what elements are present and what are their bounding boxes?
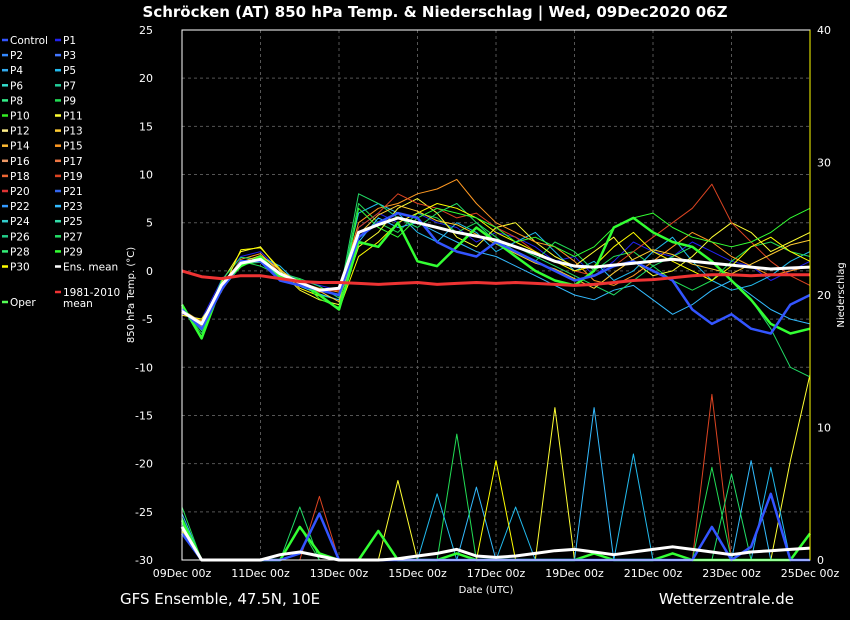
y2-axis-label: Niederschlag [836, 262, 847, 327]
legend-label: P27 [63, 231, 83, 243]
legend-label: P12 [10, 126, 30, 138]
x-tick-label: 13Dec 00z [310, 567, 369, 580]
x-tick-label: 11Dec 00z [231, 567, 290, 580]
legend-label: P5 [63, 65, 76, 77]
legend-label: P25 [63, 216, 83, 228]
y-tick-label: 5 [146, 217, 153, 230]
legend-label: P30 [10, 262, 30, 274]
legend-label: P18 [10, 171, 30, 183]
x-tick-label: 25Dec 00z [781, 567, 840, 580]
footer-source: GFS Ensemble, 47.5N, 10E [120, 590, 320, 608]
legend-label: P10 [10, 111, 30, 123]
legend-label: Oper [10, 297, 36, 309]
y-tick-label: -15 [135, 409, 153, 422]
legend-label: P24 [10, 216, 30, 228]
y-tick-label: 10 [139, 169, 153, 182]
y-tick-label: -5 [142, 313, 153, 326]
x-tick-label: 17Dec 00z [467, 567, 526, 580]
x-axis-label: Date (UTC) [459, 585, 514, 596]
temp-series-group [180, 178, 811, 378]
precip-series-line [180, 492, 810, 562]
y-tick-label: -20 [135, 458, 153, 471]
x-tick-label: 23Dec 00z [702, 567, 761, 580]
legend-label: P14 [10, 141, 30, 153]
legend-label: P19 [63, 171, 83, 183]
legend-label: Control [10, 35, 48, 47]
grid-lines [181, 29, 811, 561]
y-tick-label: -10 [135, 361, 153, 374]
x-tick-labels: 09Dec 00z 11Dec 00z 13Dec 00z 15Dec 00z 17De… [153, 567, 840, 580]
legend-label: P15 [63, 141, 83, 153]
legend-label: P6 [10, 80, 23, 92]
footer-site: Wetterzentrale.de [659, 590, 794, 608]
x-tick-label: 09Dec 00z [153, 567, 212, 580]
x-tick-label: 21Dec 00z [624, 567, 683, 580]
legend-label: P23 [63, 201, 83, 213]
y-tick-label: -30 [135, 554, 153, 567]
legend-label: P1 [63, 35, 76, 47]
legend-label: P21 [63, 186, 83, 198]
legend-label: P7 [63, 80, 76, 92]
legend: Control P1 P2 P3 P4 P5 P6 P7 P8 P9 P10 P11 P12 P13 P14… [2, 35, 120, 310]
legend-label: P16 [10, 156, 30, 168]
y-tick-labels: 25 20 15 10 5 0 -5 -10 -15 -20 -25 -30 [135, 24, 153, 567]
y2-tick-label: 40 [817, 24, 831, 37]
y2-tick-label: 20 [817, 289, 831, 302]
y2-tick-labels: 40 30 20 10 0 [817, 24, 831, 567]
y-axis-label: 850 hPa Temp. (°C) [126, 247, 137, 343]
y2-tick-label: 0 [817, 554, 824, 567]
y2-tick-label: 30 [817, 157, 831, 170]
legend-label: P8 [10, 95, 23, 107]
y-tick-label: 20 [139, 72, 153, 85]
legend-label: Ens. mean [63, 262, 118, 274]
y-tick-label: 15 [139, 120, 153, 133]
x-tick-label: 15Dec 00z [388, 567, 447, 580]
legend-label: P22 [10, 201, 30, 213]
y-tick-label: -25 [135, 506, 153, 519]
legend-label: P2 [10, 50, 23, 62]
legend-label: P9 [63, 95, 76, 107]
x-tick-label: 19Dec 00z [545, 567, 604, 580]
y-tick-label: 25 [139, 24, 153, 37]
legend-label: 1981-2010 mean [63, 287, 120, 310]
y-tick-label: 0 [146, 265, 153, 278]
legend-label: P28 [10, 246, 30, 258]
legend-label: P11 [63, 111, 83, 123]
temp-series-line [181, 269, 810, 287]
legend-label: P3 [63, 50, 76, 62]
legend-label: P4 [10, 65, 23, 77]
temp-series-line [181, 204, 811, 323]
temp-series-line [181, 211, 811, 335]
temp-series-line [181, 216, 811, 326]
legend-label: P29 [63, 246, 83, 258]
legend-label: P17 [63, 156, 83, 168]
legend-label: P20 [10, 186, 30, 198]
chart-title: Schröcken (AT) 850 hPa Temp. & Niedersch… [143, 3, 728, 22]
legend-label: P13 [63, 126, 83, 138]
precip-series-line [180, 526, 811, 562]
legend-label: P26 [10, 231, 30, 243]
y2-tick-label: 10 [817, 422, 831, 435]
